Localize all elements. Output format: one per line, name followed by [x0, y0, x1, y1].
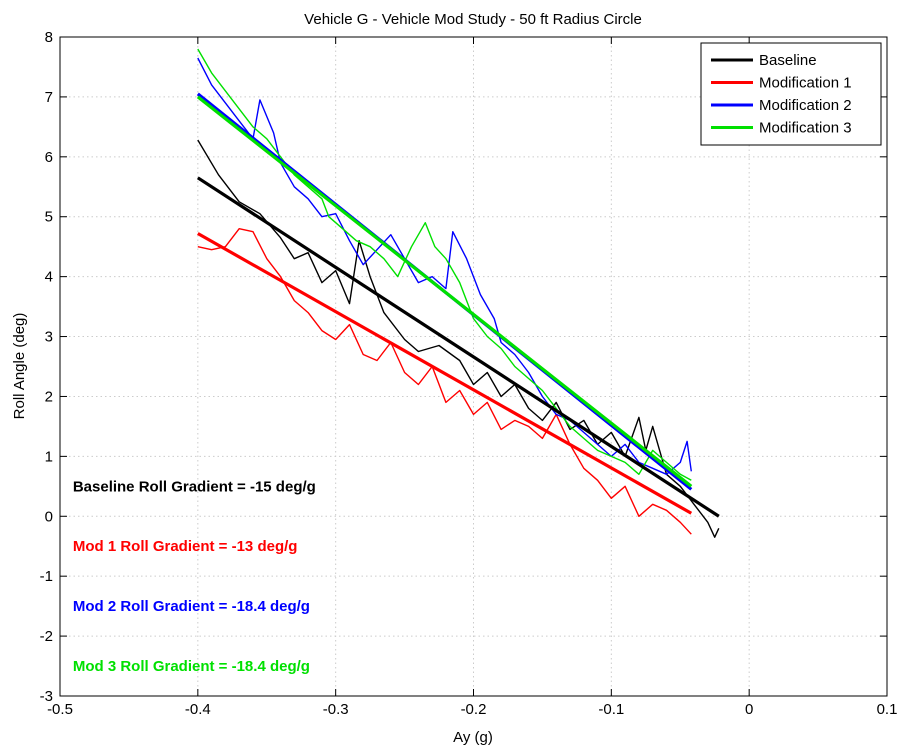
- y-tick-label: 3: [45, 329, 53, 346]
- y-tick-label: 1: [45, 448, 53, 465]
- x-tick-label: 0.1: [877, 701, 898, 718]
- y-tick-label: 7: [45, 89, 53, 106]
- fit-line-series-4: [196, 95, 693, 488]
- y-tick-label: -1: [40, 568, 53, 585]
- gradient-annotation-3: Mod 2 Roll Gradient = -18.4 deg/g: [73, 598, 310, 615]
- y-tick-label: 6: [45, 149, 53, 166]
- gradient-annotation-2: Mod 1 Roll Gradient = -13 deg/g: [73, 538, 298, 555]
- gradient-annotation-1: Baseline Roll Gradient = -15 deg/g: [73, 478, 316, 495]
- legend: Baseline Modification 1 Modification 2 Modi…: [700, 42, 882, 146]
- fit-lines: [196, 92, 720, 518]
- x-tick-label: -0.4: [185, 701, 211, 718]
- fit-line-series-2: [197, 232, 693, 515]
- y-tick-label: -2: [40, 628, 53, 645]
- x-tick-label: -0.3: [323, 701, 349, 718]
- y-tick-label: 4: [45, 269, 53, 286]
- raw-line-series-2: [197, 227, 692, 535]
- gradient-annotation-4: Mod 3 Roll Gradient = -18.4 deg/g: [73, 658, 310, 675]
- axis-ticks: -0.5 -0.4 -0.3 -0.2 -0.1 0 0.1 -3 -2 -1 0 1 2 3 4 5 6 7 8: [40, 29, 898, 718]
- y-tick-label: -3: [40, 688, 53, 705]
- chart-title: Vehicle G - Vehicle Mod Study - 50 ft Ra…: [304, 11, 642, 28]
- raw-line-series-1: [197, 139, 720, 538]
- annotations: Baseline Roll Gradient = -15 deg/g Mod 1 …: [73, 478, 316, 675]
- legend-label: Baseline: [759, 52, 817, 69]
- x-tick-label: -0.1: [598, 701, 624, 718]
- y-tick-label: 8: [45, 29, 53, 46]
- legend-label: Modification 3: [759, 120, 852, 137]
- x-tick-label: -0.5: [47, 701, 73, 718]
- fit-line-series-1: [196, 176, 720, 518]
- x-tick-label: -0.2: [461, 701, 487, 718]
- legend-label: Modification 2: [759, 97, 852, 114]
- x-tick-label: 0: [745, 701, 753, 718]
- y-tick-label: 5: [45, 209, 53, 226]
- x-axis-label: Ay (g): [453, 729, 493, 746]
- y-tick-label: 0: [45, 508, 53, 525]
- y-axis-label: Roll Angle (deg): [11, 313, 28, 420]
- y-tick-label: 2: [45, 388, 53, 405]
- raw-line-series-4: [197, 48, 692, 481]
- legend-label: Modification 1: [759, 75, 852, 92]
